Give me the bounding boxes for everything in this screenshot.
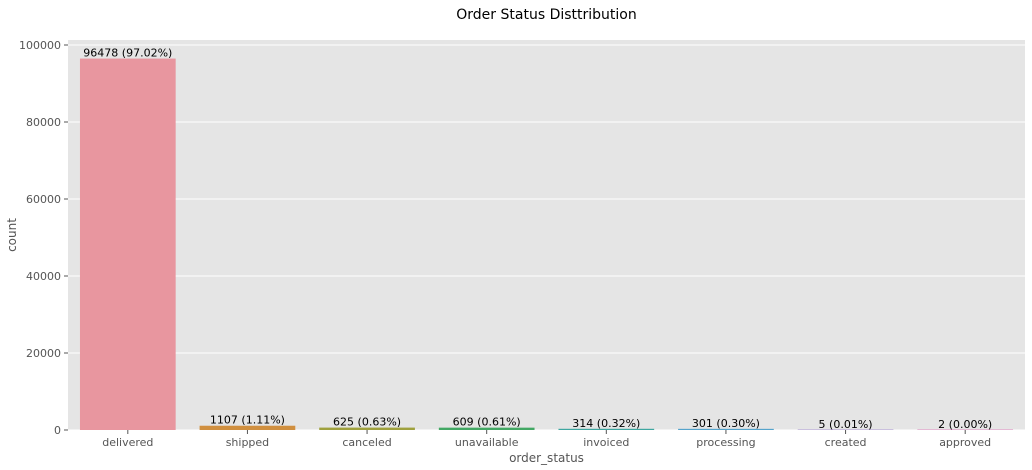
bar-value-label: 625 (0.63%) [333, 416, 401, 429]
bar-value-labels: 96478 (97.02%) 1107 (1.11%) 625 (0.63%) 609… [83, 47, 992, 431]
x-tick-label: shipped [226, 436, 269, 449]
x-tick-label: canceled [342, 436, 391, 449]
bar-invoiced [558, 428, 655, 430]
plot-area [68, 40, 1025, 430]
y-tick-label: 60000 [26, 193, 61, 206]
bar-value-label: 301 (0.30%) [692, 417, 760, 430]
bar-processing [678, 428, 774, 430]
y-axis-label: count [5, 218, 19, 252]
bar-created [797, 429, 894, 430]
x-tick-label: delivered [102, 436, 153, 449]
x-axis: delivered shipped canceled unavailable invoi… [102, 430, 991, 449]
x-tick-label: processing [696, 436, 755, 449]
bar-value-label: 314 (0.32%) [572, 417, 640, 430]
bar-value-label: 1107 (1.11%) [210, 414, 285, 427]
bar-approved [917, 429, 1014, 430]
bar-shipped [199, 425, 296, 430]
y-tick-label: 80000 [26, 116, 61, 129]
y-tick-label: 40000 [26, 270, 61, 283]
chart-title: Order Status Disttribution [456, 7, 636, 23]
x-axis-label: order_status [509, 451, 584, 465]
x-tick-label: unavailable [455, 436, 519, 449]
y-tick-label: 20000 [26, 347, 61, 360]
bar-value-label: 96478 (97.02%) [83, 47, 172, 60]
x-tick-label: invoiced [583, 436, 629, 449]
bar-unavailable [438, 427, 535, 430]
y-tick-label: 100000 [19, 39, 61, 52]
x-tick-label: created [825, 436, 867, 449]
y-axis: 0 20000 40000 60000 80000 100000 [19, 39, 68, 437]
bar-value-label: 5 (0.01%) [819, 418, 873, 431]
x-tick-label: approved [939, 436, 991, 449]
bars [79, 58, 1014, 431]
bar-value-label: 2 (0.00%) [938, 418, 992, 431]
bar-canceled [319, 427, 415, 430]
y-tick-label: 0 [54, 424, 61, 437]
bar-delivered [79, 58, 176, 431]
bar-value-label: 609 (0.61%) [453, 416, 521, 429]
